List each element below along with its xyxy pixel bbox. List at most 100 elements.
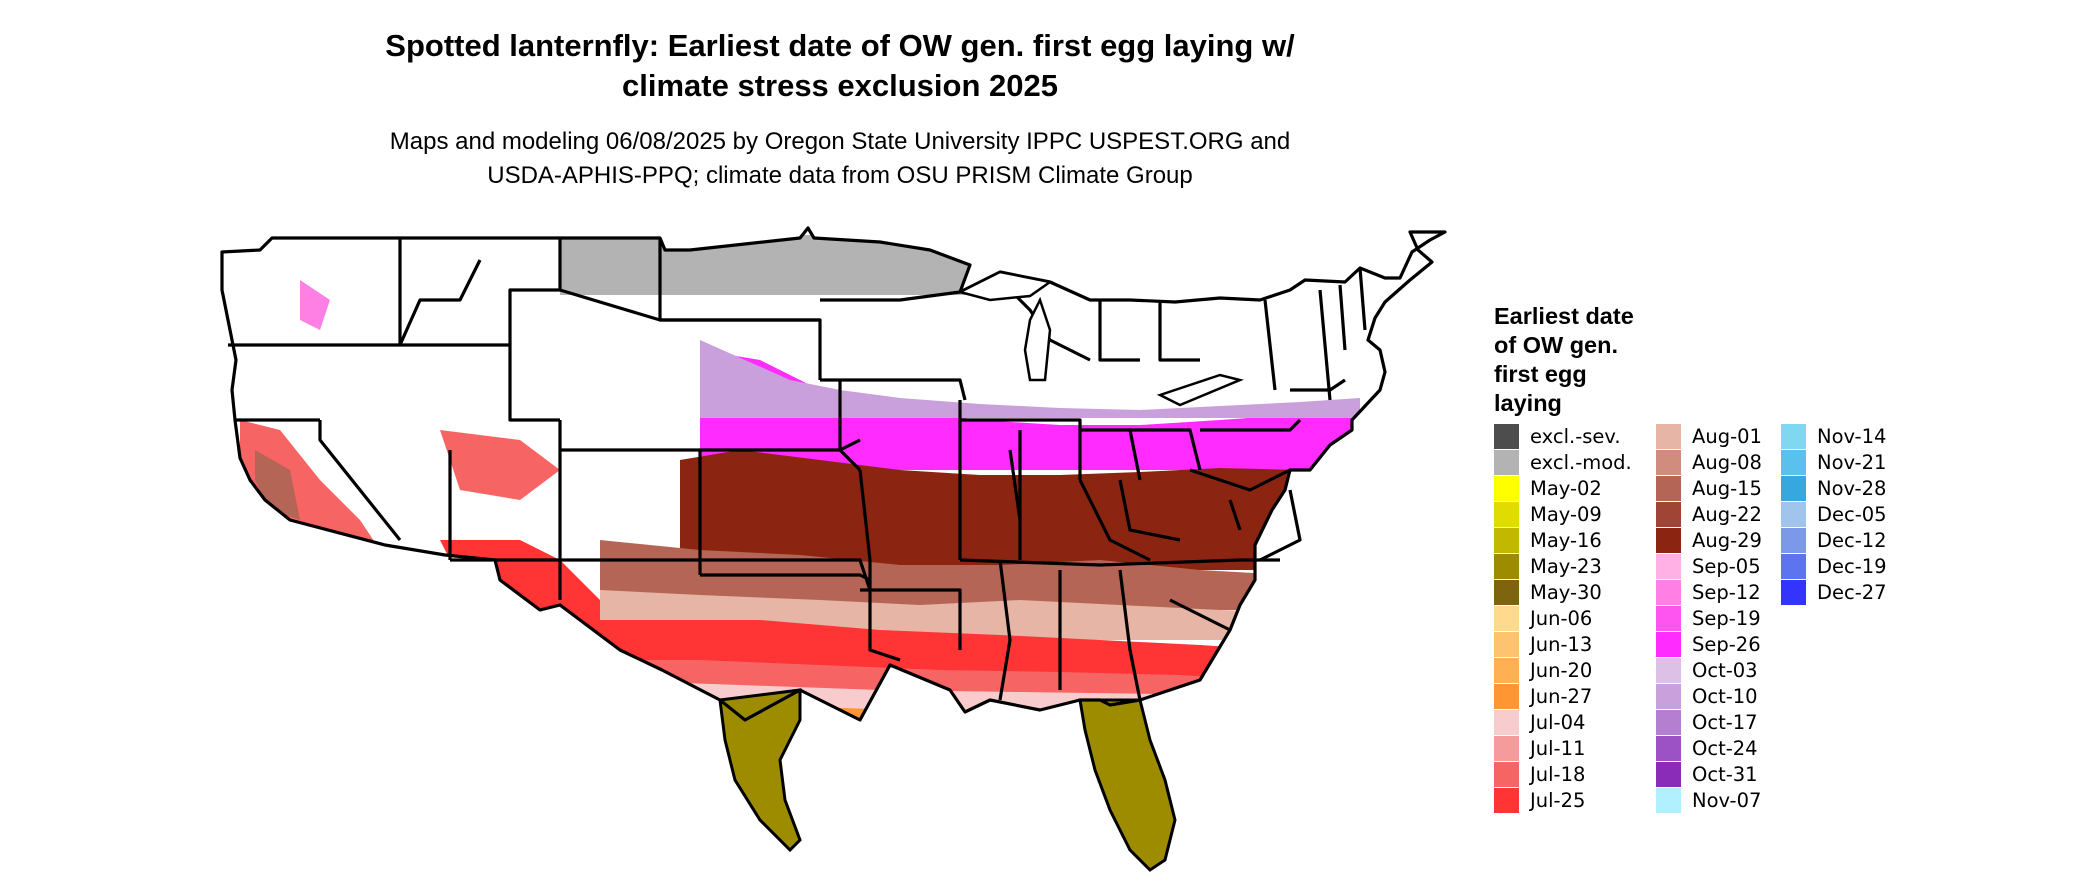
legend-label: excl.-sev. (1530, 425, 1621, 448)
legend-label: Dec-12 (1817, 529, 1887, 552)
legend-swatch (1656, 554, 1681, 579)
legend-swatch (1494, 632, 1519, 657)
legend-label: Sep-19 (1692, 607, 1761, 630)
legend-label: May-30 (1530, 581, 1602, 604)
legend-label: Oct-10 (1692, 685, 1758, 708)
legend-label: Aug-01 (1692, 425, 1762, 448)
legend-swatch (1656, 658, 1681, 683)
legend-swatch (1494, 606, 1519, 631)
lake-outlines (956, 270, 1244, 407)
legend-swatch (1494, 762, 1519, 787)
legend-swatch (1781, 450, 1806, 475)
map-color-fill (222, 228, 1445, 720)
legend-swatch (1656, 788, 1681, 813)
great-basin-pink-patches (440, 430, 560, 500)
legend-label: Dec-19 (1817, 555, 1887, 578)
legend-swatch (1781, 528, 1806, 553)
legend-swatch (1494, 476, 1519, 501)
texas-gulf-coast (718, 688, 802, 853)
mid-august-band (600, 540, 1290, 610)
late-season-magenta-band (700, 350, 1360, 470)
legend-label: Jun-20 (1530, 659, 1593, 682)
legend-label: Aug-08 (1692, 451, 1762, 474)
legend-label: Dec-05 (1817, 503, 1887, 526)
legend-label: May-23 (1530, 555, 1602, 578)
legend-label: Nov-21 (1817, 451, 1887, 474)
legend-swatch (1656, 710, 1681, 735)
map-title-line-2: climate stress exclusion 2025 (622, 68, 1058, 103)
legend-label: Aug-29 (1692, 529, 1762, 552)
legend-title-line: first egg (1494, 361, 1587, 387)
map-subtitle-line-2: USDA-APHIS-PPQ; climate data from OSU PR… (487, 162, 1193, 189)
lake-superior (956, 270, 1054, 302)
legend-label: Nov-14 (1817, 425, 1887, 448)
map-subtitle: Maps and modeling 06/08/2025 by Oregon S… (300, 125, 1380, 193)
legend-label: Nov-07 (1692, 789, 1762, 812)
legend-title-line: of OW gen. (1494, 332, 1619, 358)
legend-label: May-09 (1530, 503, 1602, 526)
legend-label: May-02 (1530, 477, 1602, 500)
legend-label: Sep-26 (1692, 633, 1761, 656)
legend-swatch (1781, 554, 1806, 579)
legend-swatch (1781, 424, 1806, 449)
legend-label: Jul-25 (1530, 789, 1586, 812)
northwest-magenta-patch (300, 280, 330, 330)
legend-label: Nov-28 (1817, 477, 1887, 500)
west-coast-red-region (240, 420, 380, 550)
lake-michigan (1023, 296, 1052, 382)
legend-label: Aug-15 (1692, 477, 1762, 500)
legend-label: Jun-27 (1530, 685, 1593, 708)
legend-swatch (1656, 762, 1681, 787)
legend-label: Oct-24 (1692, 737, 1758, 760)
fall-purple-fringe (700, 340, 1360, 418)
legend-label: Jul-04 (1530, 711, 1586, 734)
legend-title-line: Earliest date (1494, 303, 1634, 329)
legend-swatch (1494, 502, 1519, 527)
legend-swatch (1494, 450, 1519, 475)
legend-swatch (1494, 710, 1519, 735)
legend-label: Jun-06 (1530, 607, 1593, 630)
legend-swatch (1656, 606, 1681, 631)
legend-swatch (1781, 502, 1806, 527)
legend-swatch (1494, 658, 1519, 683)
legend-swatch (1656, 580, 1681, 605)
legend-label: Sep-12 (1692, 581, 1761, 604)
legend-swatch (1656, 632, 1681, 657)
legend-swatch (1494, 736, 1519, 761)
legend-swatch (1781, 580, 1806, 605)
map-title: Spotted lanternfly: Earliest date of OW … (300, 26, 1380, 106)
legend-swatch (1656, 476, 1681, 501)
florida-peninsula (1078, 698, 1177, 872)
map-title-line-1: Spotted lanternfly: Earliest date of OW … (385, 28, 1295, 63)
legend-swatch (1494, 684, 1519, 709)
lake-erie (1156, 373, 1244, 407)
legend-label: Jul-11 (1530, 737, 1586, 760)
legend-label: Oct-31 (1692, 763, 1758, 786)
legend-label: Dec-27 (1817, 581, 1887, 604)
legend-label: Jun-13 (1530, 633, 1593, 656)
legend-title-line: laying (1494, 390, 1562, 416)
legend-swatch (1494, 528, 1519, 553)
map-subtitle-line-1: Maps and modeling 06/08/2025 by Oregon S… (389, 128, 1291, 155)
legend-label: May-16 (1530, 529, 1602, 552)
legend-label: Oct-17 (1692, 711, 1758, 734)
us-outline (220, 226, 1447, 722)
legend-swatch (1494, 580, 1519, 605)
legend-label: Aug-22 (1692, 503, 1762, 526)
excluded-moderate-region (560, 235, 980, 295)
legend-swatch (1494, 554, 1519, 579)
legend-label: Oct-03 (1692, 659, 1758, 682)
legend-label: Sep-05 (1692, 555, 1761, 578)
legend-swatch (1656, 450, 1681, 475)
legend-label: excl.-mod. (1530, 451, 1632, 474)
legend-swatch (1656, 424, 1681, 449)
legend-swatch (1656, 684, 1681, 709)
legend-label: Jul-18 (1530, 763, 1586, 786)
legend-swatch (1781, 476, 1806, 501)
state-borders (220, 226, 1447, 722)
legend-swatch (1656, 502, 1681, 527)
legend-swatch (1494, 788, 1519, 813)
legend-swatch (1494, 424, 1519, 449)
legend-title: Earliest date of OW gen. first egg layin… (1494, 302, 1724, 418)
